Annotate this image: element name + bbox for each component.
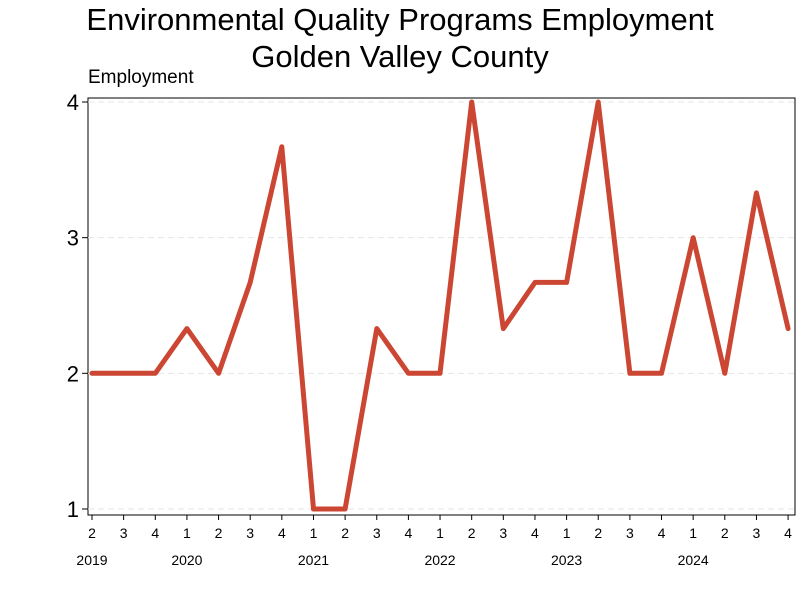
data-point [722, 371, 727, 376]
y-tick-label: 3 [67, 226, 79, 251]
data-point [184, 326, 189, 331]
x-tick-label: 3 [120, 525, 128, 541]
x-tick-label: 1 [689, 525, 697, 541]
x-tick-label: 3 [753, 525, 761, 541]
data-point [501, 326, 506, 331]
x-tick-label: 1 [183, 525, 191, 541]
x-tick-label: 2 [721, 525, 729, 541]
x-tick-label: 2 [594, 525, 602, 541]
data-point [374, 326, 379, 331]
data-point [691, 235, 696, 240]
x-tick-label: 4 [531, 525, 539, 541]
x-tick-label: 4 [658, 525, 666, 541]
year-label: 2020 [171, 552, 202, 568]
x-tick-label: 2 [88, 525, 96, 541]
data-point [469, 99, 474, 104]
data-point [343, 507, 348, 511]
data-point [311, 507, 316, 511]
year-label: 2023 [551, 552, 582, 568]
chart-subtitle: Golden Valley County [251, 39, 549, 74]
year-label: 2021 [298, 552, 329, 568]
year-label: 2022 [424, 552, 455, 568]
data-point [438, 371, 443, 376]
y-axis-label: Employment [88, 67, 194, 88]
data-point [216, 371, 221, 376]
data-point [532, 280, 537, 285]
x-tick-label: 3 [373, 525, 381, 541]
x-tick-label: 3 [246, 525, 254, 541]
series-line [89, 99, 791, 512]
data-point [754, 190, 759, 195]
year-label: 2024 [678, 552, 709, 568]
data-point [596, 99, 601, 104]
data-point [564, 280, 569, 285]
x-tick-label: 4 [278, 525, 286, 541]
data-point [121, 371, 126, 376]
x-tick-label: 2 [468, 525, 476, 541]
year-label: 2019 [76, 552, 107, 568]
x-tick-label: 2 [341, 525, 349, 541]
data-point [406, 371, 411, 376]
data-point [279, 144, 284, 149]
plot-frame [87, 97, 796, 516]
x-tick-label: 4 [784, 525, 792, 541]
y-tick-label: 4 [67, 90, 79, 115]
x-tick-label: 4 [151, 525, 159, 541]
x-tick-label: 1 [310, 525, 318, 541]
data-point [659, 371, 664, 376]
x-tick-label: 1 [436, 525, 444, 541]
data-point [786, 326, 791, 331]
data-point [90, 371, 94, 376]
chart-title: Environmental Quality Programs Employmen… [86, 2, 714, 37]
data-point [248, 280, 253, 285]
data-point [627, 371, 632, 376]
x-tick-label: 1 [563, 525, 571, 541]
y-tick-label: 1 [67, 497, 79, 522]
x-tick-label: 4 [405, 525, 413, 541]
data-point [153, 371, 158, 376]
x-tick-label: 3 [499, 525, 507, 541]
y-tick-label: 2 [67, 361, 79, 386]
x-tick-label: 2 [215, 525, 223, 541]
x-tick-label: 3 [626, 525, 634, 541]
